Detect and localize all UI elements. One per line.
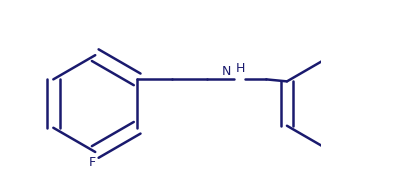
Text: F: F <box>89 156 96 169</box>
Text: N: N <box>222 65 231 78</box>
Text: H: H <box>235 62 245 75</box>
